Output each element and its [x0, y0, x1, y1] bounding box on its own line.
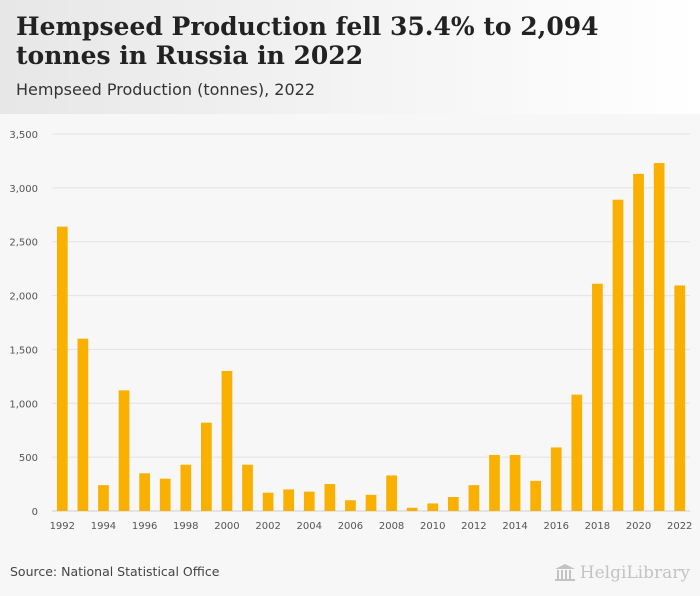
bar	[221, 370, 233, 511]
x-tick-label: 2020	[626, 521, 651, 532]
chart-area: 0 500 1,000 1,500 2,000 2,500 3,000 3,500 1992 19…	[0, 114, 700, 550]
x-tick-label: 2018	[585, 521, 610, 532]
x-tick-label: 2002	[255, 521, 280, 532]
y-tick-label: 1,500	[9, 345, 38, 356]
logo-text: HelgiLibrary	[579, 563, 690, 583]
bar	[468, 485, 480, 511]
bar	[345, 500, 356, 511]
bar	[489, 454, 500, 511]
chart-header: Hempseed Production fell 35.4% to 2,094 …	[0, 0, 700, 114]
bar	[324, 484, 336, 511]
bar	[77, 338, 89, 511]
x-tick-label: 2004	[297, 521, 322, 532]
bar	[653, 163, 665, 511]
y-tick-label: 3,000	[9, 184, 38, 195]
bar	[283, 489, 295, 511]
bar	[98, 485, 109, 511]
bar	[180, 464, 192, 511]
bar	[365, 494, 377, 511]
bar	[427, 503, 439, 511]
helgi-library-logo[interactable]: HelgiLibrary	[554, 560, 690, 586]
bar	[612, 199, 624, 511]
bar	[201, 422, 212, 511]
source-note: Source: National Statistical Office	[10, 564, 220, 579]
bar	[550, 447, 562, 511]
x-tick-label: 1992	[50, 521, 75, 532]
bar	[674, 285, 686, 511]
x-tick-label: 2010	[420, 521, 445, 532]
x-tick-label: 2000	[214, 521, 239, 532]
bar	[509, 454, 521, 511]
bar	[633, 173, 644, 511]
chart-subtitle: Hempseed Production (tonnes), 2022	[16, 80, 315, 99]
bar	[571, 394, 583, 511]
x-tick-label: 2012	[461, 521, 486, 532]
x-tick-label: 1998	[173, 521, 198, 532]
bar	[159, 478, 171, 511]
y-tick-label: 2,000	[9, 292, 38, 303]
y-tick-label: 0	[32, 507, 38, 518]
library-building-icon	[554, 564, 575, 581]
bar	[262, 492, 274, 511]
chart-footer: Source: National Statistical Office Helg…	[0, 550, 700, 596]
x-tick-label: 2022	[667, 521, 692, 532]
x-tick-label: 2016	[543, 521, 568, 532]
x-tick-label: 2006	[338, 521, 363, 532]
y-tick-label: 500	[19, 453, 38, 464]
bar	[386, 475, 397, 511]
bar	[592, 283, 603, 511]
x-tick-label: 1994	[91, 521, 116, 532]
y-tick-label: 1,000	[9, 399, 38, 410]
y-tick-label: 3,500	[9, 130, 38, 141]
bar	[530, 480, 541, 511]
chart-title: Hempseed Production fell 35.4% to 2,094 …	[16, 12, 599, 70]
x-tick-label: 2014	[502, 521, 527, 532]
x-tick-label: 2008	[379, 521, 404, 532]
bar	[406, 507, 418, 511]
bar	[447, 496, 459, 511]
bar	[118, 390, 130, 511]
bar	[56, 226, 68, 511]
bar	[303, 491, 315, 511]
x-tick-label: 1996	[132, 521, 157, 532]
bar	[242, 464, 253, 511]
bar-chart: 0 500 1,000 1,500 2,000 2,500 3,000 3,500 1992 19…	[9, 130, 692, 532]
bar	[139, 473, 150, 511]
y-tick-label: 2,500	[9, 238, 38, 249]
